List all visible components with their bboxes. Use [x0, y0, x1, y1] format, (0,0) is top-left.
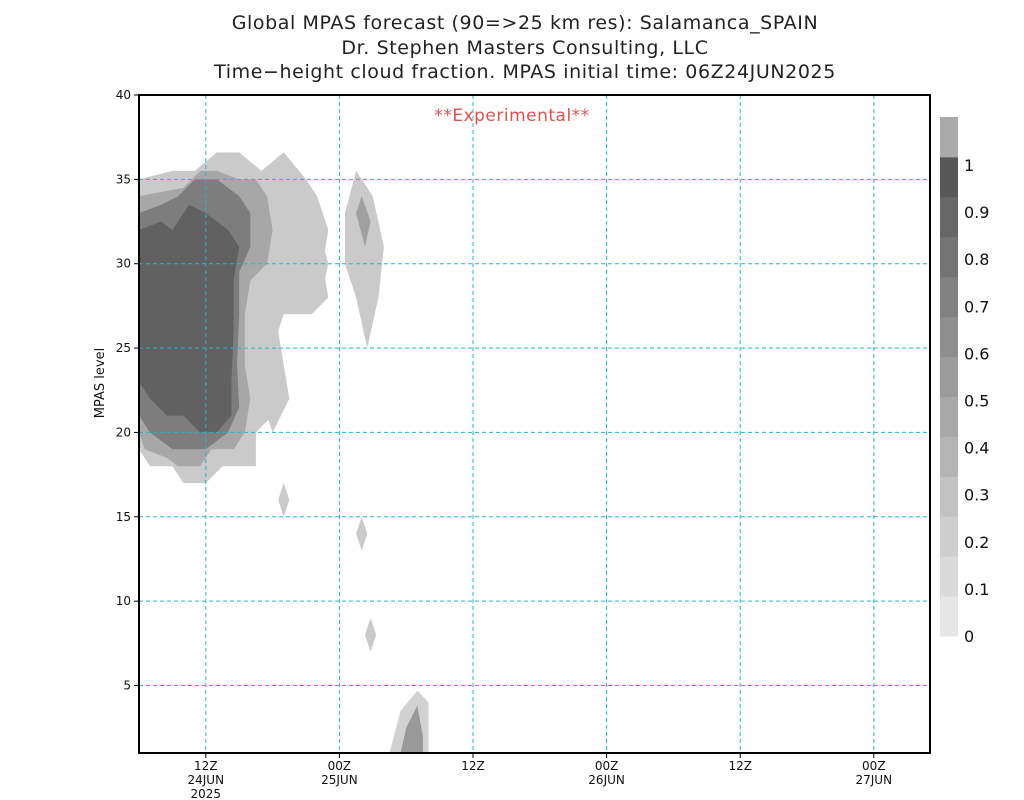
chart-title-line-1: Global MPAS forecast (90=>25 km res): Sa… — [231, 12, 819, 34]
x-tick-label: 12Z — [728, 759, 752, 773]
colorbar-label: 0.1 — [964, 580, 989, 599]
cloud-region-group — [139, 152, 429, 753]
x-tick-date-label: 25JUN — [321, 773, 358, 787]
colorbar-label: 1 — [964, 156, 974, 175]
y-tick-label: 5 — [123, 679, 131, 693]
y-tick-label: 15 — [116, 510, 131, 524]
colorbar-swatch — [940, 596, 958, 637]
x-tick-label: 12Z — [194, 759, 218, 773]
y-axis-ticks: 5 10 15 20 25 30 35 40 — [116, 88, 139, 693]
cloud-region-4 — [294, 213, 329, 298]
colorbar-swatch — [940, 156, 958, 198]
cloud-region-12 — [400, 705, 423, 753]
colorbar-label: 0 — [964, 627, 974, 646]
colorbar-label: 0.3 — [964, 486, 989, 505]
y-tick-label: 10 — [116, 594, 131, 608]
y-tick-label: 25 — [116, 341, 131, 355]
colorbar-swatch — [940, 236, 958, 278]
colorbar-swatch — [940, 476, 958, 517]
x-tick-date-label: 24JUN — [188, 773, 225, 787]
cloud-fraction-fills — [139, 152, 429, 753]
chart-title-line-3: Time−height cloud fraction. MPAS initial… — [214, 61, 836, 83]
colorbar-label: 0.6 — [964, 344, 989, 363]
colorbar: 0 0.1 0.2 0.3 0.4 0.5 0.6 0.7 0.8 0.9 1 — [940, 117, 989, 646]
y-tick-label: 20 — [116, 425, 131, 439]
colorbar-swatch — [940, 516, 958, 557]
cloud-region-9 — [356, 516, 368, 551]
colorbar-swatch — [940, 556, 958, 597]
colorbar-label: 0.7 — [964, 297, 989, 316]
colorbar-swatch — [940, 436, 958, 477]
x-tick-date-label: 26JUN — [588, 773, 625, 787]
colorbar-swatch — [940, 196, 958, 238]
cloud-region-3 — [139, 204, 240, 433]
x-tick-year-label: 2025 — [191, 787, 222, 800]
x-tick-date-label: 27JUN — [856, 773, 893, 787]
colorbar-label: 0.2 — [964, 533, 989, 552]
colorbar-swatch — [940, 396, 958, 437]
y-tick-label: 30 — [116, 257, 131, 271]
y-tick-label: 40 — [116, 88, 131, 102]
x-tick-label: 00Z — [862, 759, 886, 773]
colorbar-swatch — [940, 117, 958, 158]
cloud-region-7 — [261, 331, 290, 433]
experimental-annotation: **Experimental** — [434, 106, 589, 126]
chart-gridlines — [139, 95, 930, 753]
y-tick-label: 35 — [116, 172, 131, 186]
colorbar-swatch — [940, 276, 958, 318]
cloud-region-5 — [345, 170, 384, 349]
x-tick-label: 12Z — [461, 759, 485, 773]
cloud-region-8 — [278, 483, 290, 517]
colorbar-label: 0.8 — [964, 250, 989, 269]
x-tick-label: 00Z — [328, 759, 352, 773]
colorbar-label: 0.4 — [964, 439, 989, 458]
colorbar-swatch — [940, 316, 958, 357]
plot-frame — [138, 94, 931, 754]
cloud-region-10 — [365, 618, 377, 652]
y-axis-label: MPAS level — [93, 348, 108, 418]
chart-title-line-2: Dr. Stephen Masters Consulting, LLC — [341, 37, 709, 59]
x-tick-label: 00Z — [595, 759, 619, 773]
colorbar-label: 0.5 — [964, 392, 989, 411]
colorbar-label: 0.9 — [964, 203, 989, 222]
colorbar-swatch — [940, 356, 958, 397]
cloud-region-6 — [356, 196, 371, 247]
